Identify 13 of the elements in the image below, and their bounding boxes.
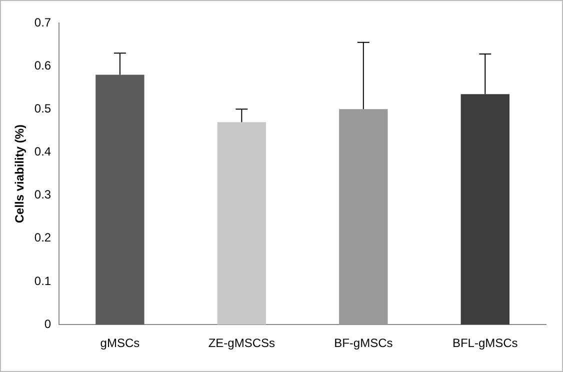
y-tick-label: 0.2 <box>34 230 52 245</box>
x-tick-label: gMSCs <box>100 336 140 350</box>
x-tick-label: ZE-gMSCSs <box>208 336 276 350</box>
y-tick-label: 0 <box>44 316 52 331</box>
y-tick-label: 0.4 <box>34 144 52 159</box>
y-tick-label: 0.1 <box>34 274 52 288</box>
x-tick-label: BF-gMSCs <box>334 336 393 350</box>
y-axis-title: Cells viability (%) <box>12 124 27 224</box>
y-tick-label: 0.3 <box>34 188 52 202</box>
y-tick-label: 0.5 <box>34 101 52 116</box>
y-tick-label: 0.6 <box>34 58 52 72</box>
x-tick-label: BFL-gMSCs <box>452 336 518 350</box>
y-tick-label: 0.7 <box>34 15 52 30</box>
